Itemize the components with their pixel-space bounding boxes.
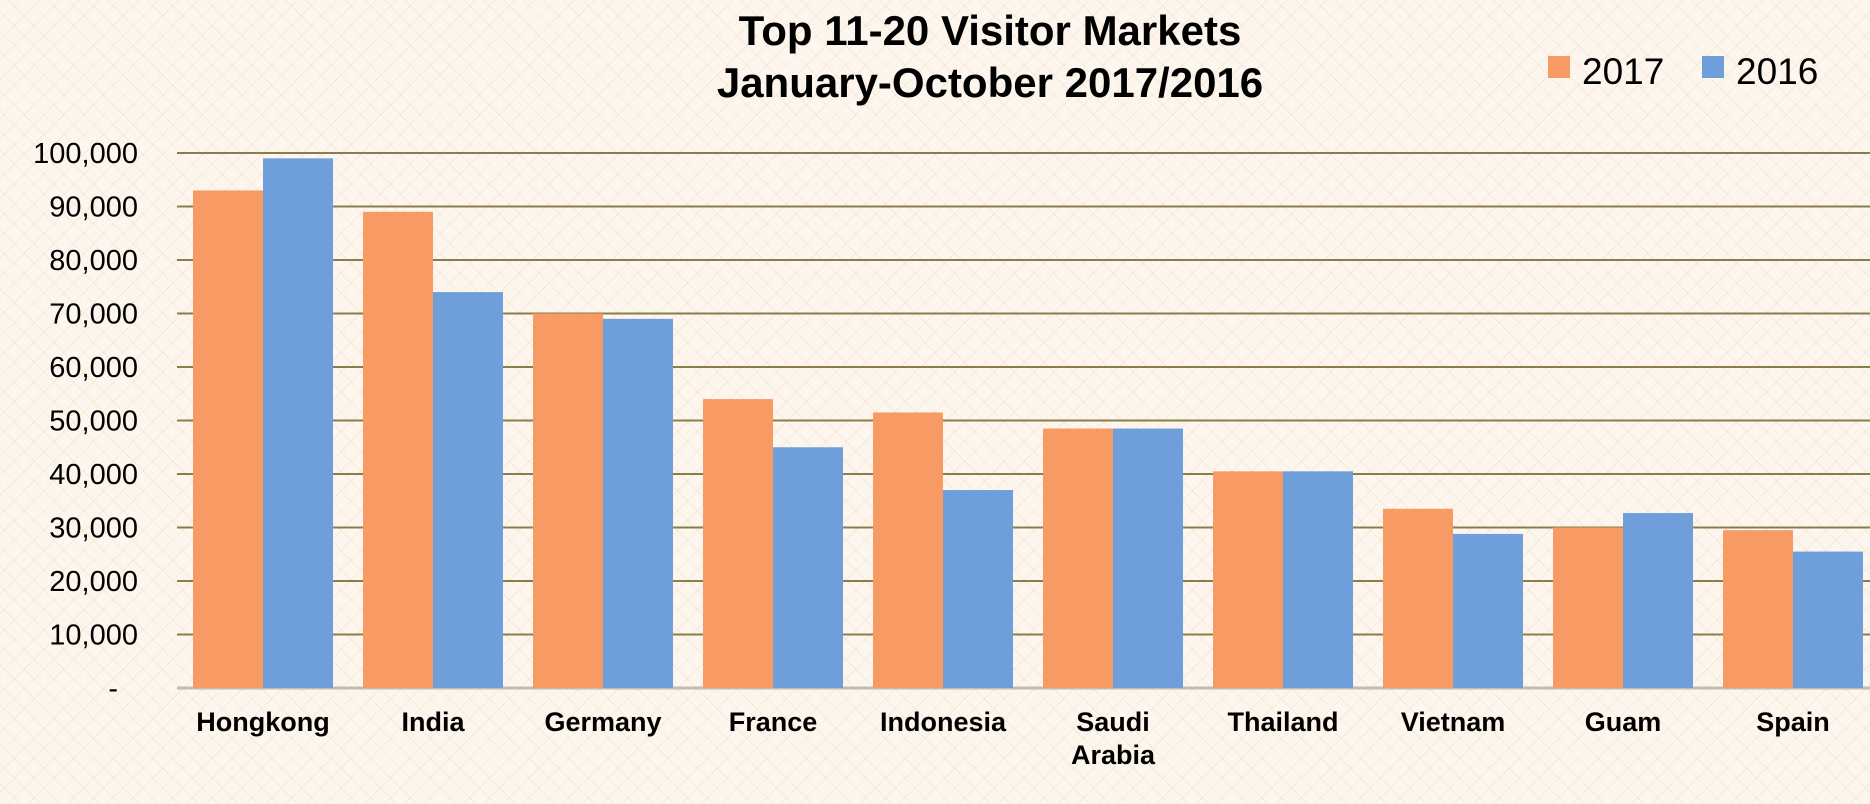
bar-2017 bbox=[1213, 471, 1283, 688]
x-tick-label: France bbox=[729, 707, 818, 737]
bar-2017 bbox=[1043, 428, 1113, 688]
bar-2016 bbox=[1283, 471, 1353, 688]
bar-2016 bbox=[773, 447, 843, 688]
bars bbox=[193, 158, 1863, 689]
y-tick-label: 70,000 bbox=[49, 299, 138, 331]
bar-2016 bbox=[1793, 551, 1863, 688]
x-tick-label: Spain bbox=[1756, 707, 1830, 737]
y-tick-label: 100,000 bbox=[33, 138, 138, 170]
x-tick-label: Hongkong bbox=[196, 707, 329, 737]
chart-title: Top 11-20 Visitor Markets bbox=[739, 7, 1242, 54]
bar-2016 bbox=[433, 292, 503, 688]
legend-swatch-2016 bbox=[1702, 56, 1724, 78]
x-tick-label: Vietnam bbox=[1401, 707, 1506, 737]
x-tick-label: Indonesia bbox=[880, 707, 1007, 737]
x-tick-label: Guam bbox=[1585, 707, 1662, 737]
y-tick-label: 90,000 bbox=[49, 192, 138, 224]
y-tick-label: 50,000 bbox=[49, 406, 138, 438]
y-tick-label: 20,000 bbox=[49, 566, 138, 598]
bar-2016 bbox=[603, 318, 673, 688]
bar-2016 bbox=[1453, 533, 1523, 688]
x-axis: Hongkong India Germany France Indonesia Saudi… bbox=[196, 707, 1830, 770]
legend-swatch-2017 bbox=[1548, 56, 1570, 78]
y-tick-label: 30,000 bbox=[49, 513, 138, 545]
bar-2017 bbox=[1723, 530, 1793, 688]
bar-2017 bbox=[1383, 508, 1453, 688]
bar-2017 bbox=[533, 313, 603, 688]
y-axis: - 10,000 20,000 30,000 40,000 50,000 60,000 70,… bbox=[33, 138, 138, 705]
bar-2016 bbox=[263, 158, 333, 689]
bar-2017 bbox=[703, 399, 773, 688]
legend-label-2017: 2017 bbox=[1582, 51, 1664, 92]
bar-2016 bbox=[1623, 513, 1693, 688]
y-tick-label: 10,000 bbox=[49, 620, 138, 652]
y-tick-label: 80,000 bbox=[49, 245, 138, 277]
y-tick-label: 60,000 bbox=[49, 352, 138, 384]
bar-2016 bbox=[1113, 428, 1183, 688]
bar-2017 bbox=[1553, 527, 1623, 688]
bar-2016 bbox=[943, 490, 1013, 688]
x-tick-label: Saudi Arabia bbox=[1071, 707, 1156, 770]
bar-2017 bbox=[363, 211, 433, 688]
x-tick-label: Thailand bbox=[1227, 707, 1338, 737]
legend-label-2016: 2016 bbox=[1736, 51, 1818, 92]
legend: 2017 2016 bbox=[1548, 51, 1818, 92]
bar-2017 bbox=[873, 412, 943, 688]
x-tick-label: India bbox=[401, 707, 465, 737]
x-tick-label: Germany bbox=[544, 707, 661, 737]
y-tick-label: - bbox=[108, 673, 118, 705]
chart-subtitle: January-October 2017/2016 bbox=[717, 59, 1263, 106]
y-tick-label: 40,000 bbox=[49, 459, 138, 491]
bar-2017 bbox=[193, 190, 263, 688]
